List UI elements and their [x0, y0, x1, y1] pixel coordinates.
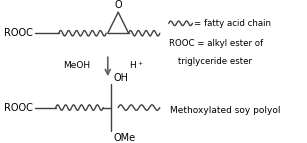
Text: = fatty acid chain: = fatty acid chain — [194, 19, 271, 28]
Text: MeOH: MeOH — [63, 61, 90, 70]
Text: ROOC: ROOC — [4, 28, 33, 38]
Text: Methoxylated soy polyol: Methoxylated soy polyol — [170, 106, 281, 115]
Text: ROOC: ROOC — [4, 103, 33, 113]
Text: OMe: OMe — [114, 133, 136, 143]
Text: H$^+$: H$^+$ — [129, 60, 143, 71]
Text: ROOC = alkyl ester of: ROOC = alkyl ester of — [169, 39, 263, 48]
Text: triglyceride ester: triglyceride ester — [178, 57, 252, 66]
Text: OH: OH — [114, 74, 129, 84]
Text: O: O — [115, 0, 122, 10]
